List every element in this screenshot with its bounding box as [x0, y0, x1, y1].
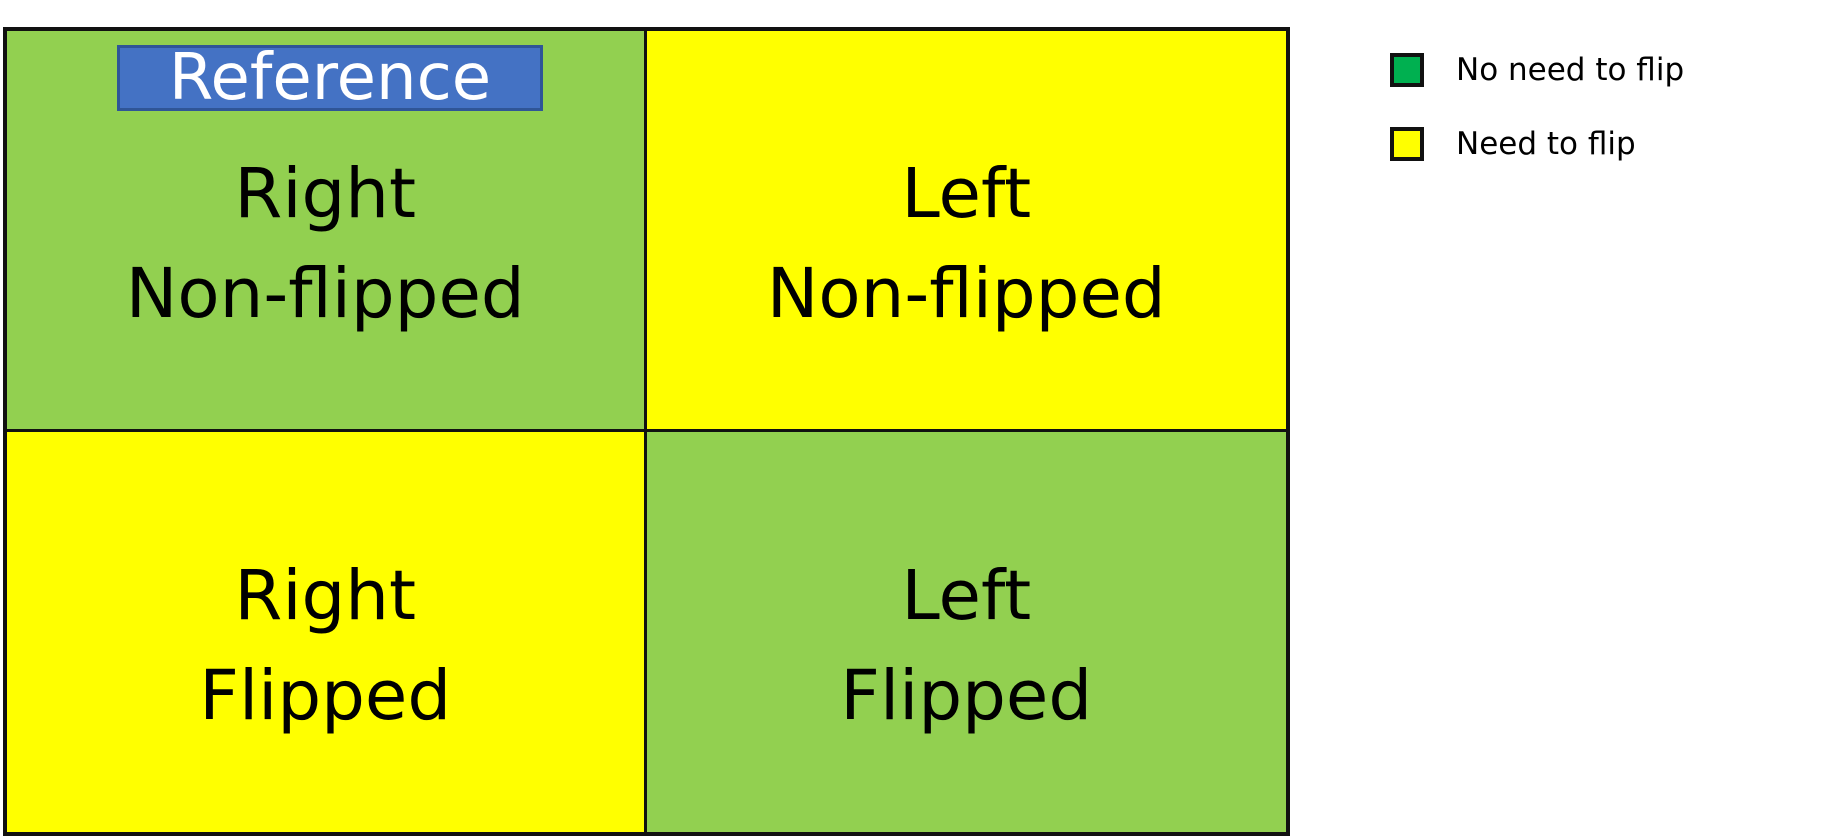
cell-line-1: Right — [234, 153, 417, 234]
cell-line-2: Non-flipped — [125, 253, 525, 334]
cell-line-2: Non-flipped — [766, 253, 1166, 334]
legend: No need to flip Need to flip — [1390, 50, 1684, 198]
cell-line-1: Left — [901, 153, 1032, 234]
cell-right-flipped: Right Flipped — [7, 431, 647, 832]
legend-label: No need to flip — [1456, 52, 1685, 88]
cell-line-2: Flipped — [840, 655, 1093, 736]
legend-item-no-flip: No need to flip — [1390, 50, 1684, 90]
flip-matrix-grid: Reference Right Non-flipped Left Non-fli… — [3, 27, 1290, 836]
legend-swatch-yellow — [1390, 127, 1424, 161]
legend-swatch-green — [1390, 53, 1424, 87]
cell-line-1: Left — [901, 555, 1032, 636]
legend-label: Need to flip — [1456, 126, 1636, 162]
cell-line-1: Right — [234, 555, 417, 636]
cell-left-non-flipped: Left Non-flipped — [646, 31, 1286, 432]
cell-left-flipped: Left Flipped — [646, 431, 1286, 832]
legend-item-need-flip: Need to flip — [1390, 124, 1684, 164]
cell-line-2: Flipped — [199, 655, 452, 736]
cell-right-non-flipped: Reference Right Non-flipped — [7, 31, 647, 432]
reference-badge: Reference — [117, 45, 543, 111]
